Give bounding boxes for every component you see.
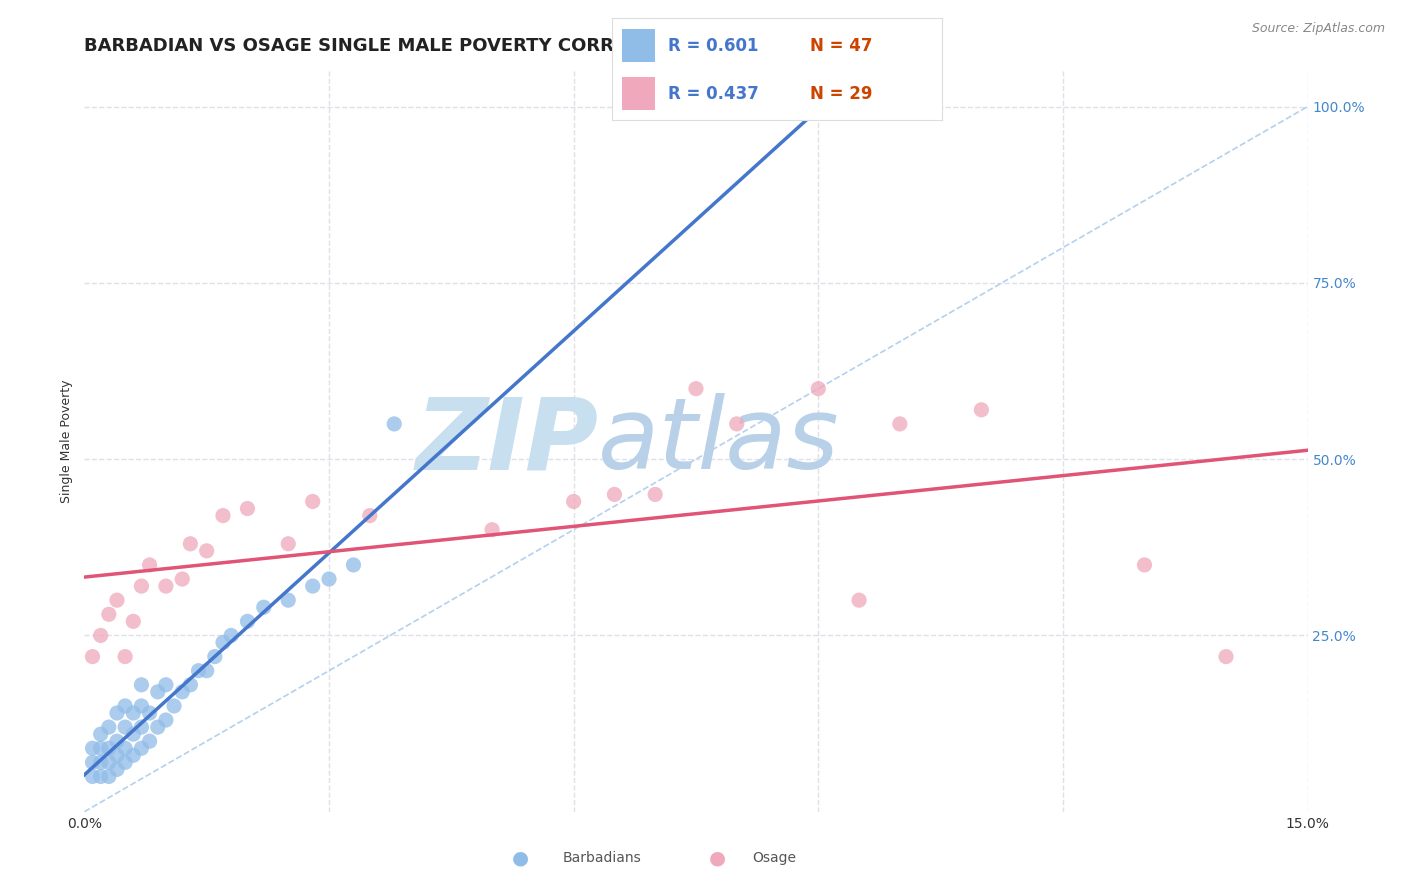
Point bbox=[848, 593, 870, 607]
Point bbox=[212, 635, 235, 649]
Text: Source: ZipAtlas.com: Source: ZipAtlas.com bbox=[1251, 22, 1385, 36]
Point bbox=[131, 698, 153, 713]
Point bbox=[122, 748, 145, 763]
Point bbox=[644, 487, 666, 501]
Point bbox=[97, 741, 120, 756]
Point bbox=[90, 727, 112, 741]
Point bbox=[146, 720, 169, 734]
Point bbox=[97, 769, 120, 783]
Point bbox=[187, 664, 209, 678]
Point bbox=[114, 741, 136, 756]
Point bbox=[163, 698, 186, 713]
Point bbox=[131, 579, 153, 593]
Point bbox=[277, 537, 299, 551]
Point bbox=[146, 685, 169, 699]
Point bbox=[155, 713, 177, 727]
Point bbox=[82, 769, 104, 783]
Point bbox=[562, 494, 585, 508]
Point bbox=[970, 402, 993, 417]
Point bbox=[253, 600, 276, 615]
Point bbox=[382, 417, 405, 431]
Point bbox=[1215, 649, 1237, 664]
Point bbox=[90, 628, 112, 642]
Point bbox=[138, 734, 160, 748]
Text: Barbadians: Barbadians bbox=[562, 851, 641, 865]
Point bbox=[277, 593, 299, 607]
Point bbox=[1133, 558, 1156, 572]
Point bbox=[122, 727, 145, 741]
Point bbox=[179, 678, 201, 692]
Point bbox=[342, 558, 364, 572]
Point bbox=[204, 649, 226, 664]
Point bbox=[359, 508, 381, 523]
Text: N = 29: N = 29 bbox=[810, 85, 872, 103]
Point bbox=[122, 706, 145, 720]
Bar bbox=[621, 78, 655, 110]
Point bbox=[82, 756, 104, 770]
Point bbox=[685, 382, 707, 396]
Point bbox=[122, 615, 145, 629]
Point bbox=[105, 748, 128, 763]
Text: ZIP: ZIP bbox=[415, 393, 598, 490]
Point bbox=[807, 382, 830, 396]
Point bbox=[90, 756, 112, 770]
Point bbox=[155, 678, 177, 692]
Point bbox=[82, 741, 104, 756]
Point bbox=[172, 572, 194, 586]
Point bbox=[97, 756, 120, 770]
Point bbox=[301, 494, 323, 508]
Point bbox=[212, 508, 235, 523]
Point bbox=[195, 544, 218, 558]
Point bbox=[82, 649, 104, 664]
Point bbox=[481, 523, 503, 537]
Text: BARBADIAN VS OSAGE SINGLE MALE POVERTY CORRELATION CHART: BARBADIAN VS OSAGE SINGLE MALE POVERTY C… bbox=[84, 37, 773, 54]
Point bbox=[105, 706, 128, 720]
Point bbox=[105, 734, 128, 748]
Point bbox=[90, 741, 112, 756]
Point bbox=[889, 417, 911, 431]
Point bbox=[131, 720, 153, 734]
Text: ●: ● bbox=[709, 848, 725, 868]
Point bbox=[603, 487, 626, 501]
Point bbox=[318, 572, 340, 586]
Point bbox=[236, 501, 259, 516]
Point bbox=[725, 417, 748, 431]
Text: N = 47: N = 47 bbox=[810, 37, 872, 54]
Point bbox=[97, 607, 120, 622]
Point bbox=[155, 579, 177, 593]
Point bbox=[138, 558, 160, 572]
Point bbox=[97, 720, 120, 734]
Text: ●: ● bbox=[512, 848, 529, 868]
Point bbox=[131, 741, 153, 756]
Text: R = 0.437: R = 0.437 bbox=[668, 85, 759, 103]
Point bbox=[131, 678, 153, 692]
Point bbox=[114, 698, 136, 713]
Point bbox=[90, 769, 112, 783]
Point bbox=[114, 649, 136, 664]
Point bbox=[105, 763, 128, 777]
Point bbox=[172, 685, 194, 699]
Point bbox=[195, 664, 218, 678]
Point bbox=[114, 756, 136, 770]
Bar bbox=[621, 29, 655, 62]
Text: R = 0.601: R = 0.601 bbox=[668, 37, 758, 54]
Y-axis label: Single Male Poverty: Single Male Poverty bbox=[59, 380, 73, 503]
Point bbox=[219, 628, 242, 642]
Text: atlas: atlas bbox=[598, 393, 839, 490]
Point bbox=[301, 579, 323, 593]
Point bbox=[236, 615, 259, 629]
Point bbox=[114, 720, 136, 734]
Point bbox=[138, 706, 160, 720]
Point bbox=[105, 593, 128, 607]
Text: Osage: Osage bbox=[752, 851, 796, 865]
Point bbox=[179, 537, 201, 551]
